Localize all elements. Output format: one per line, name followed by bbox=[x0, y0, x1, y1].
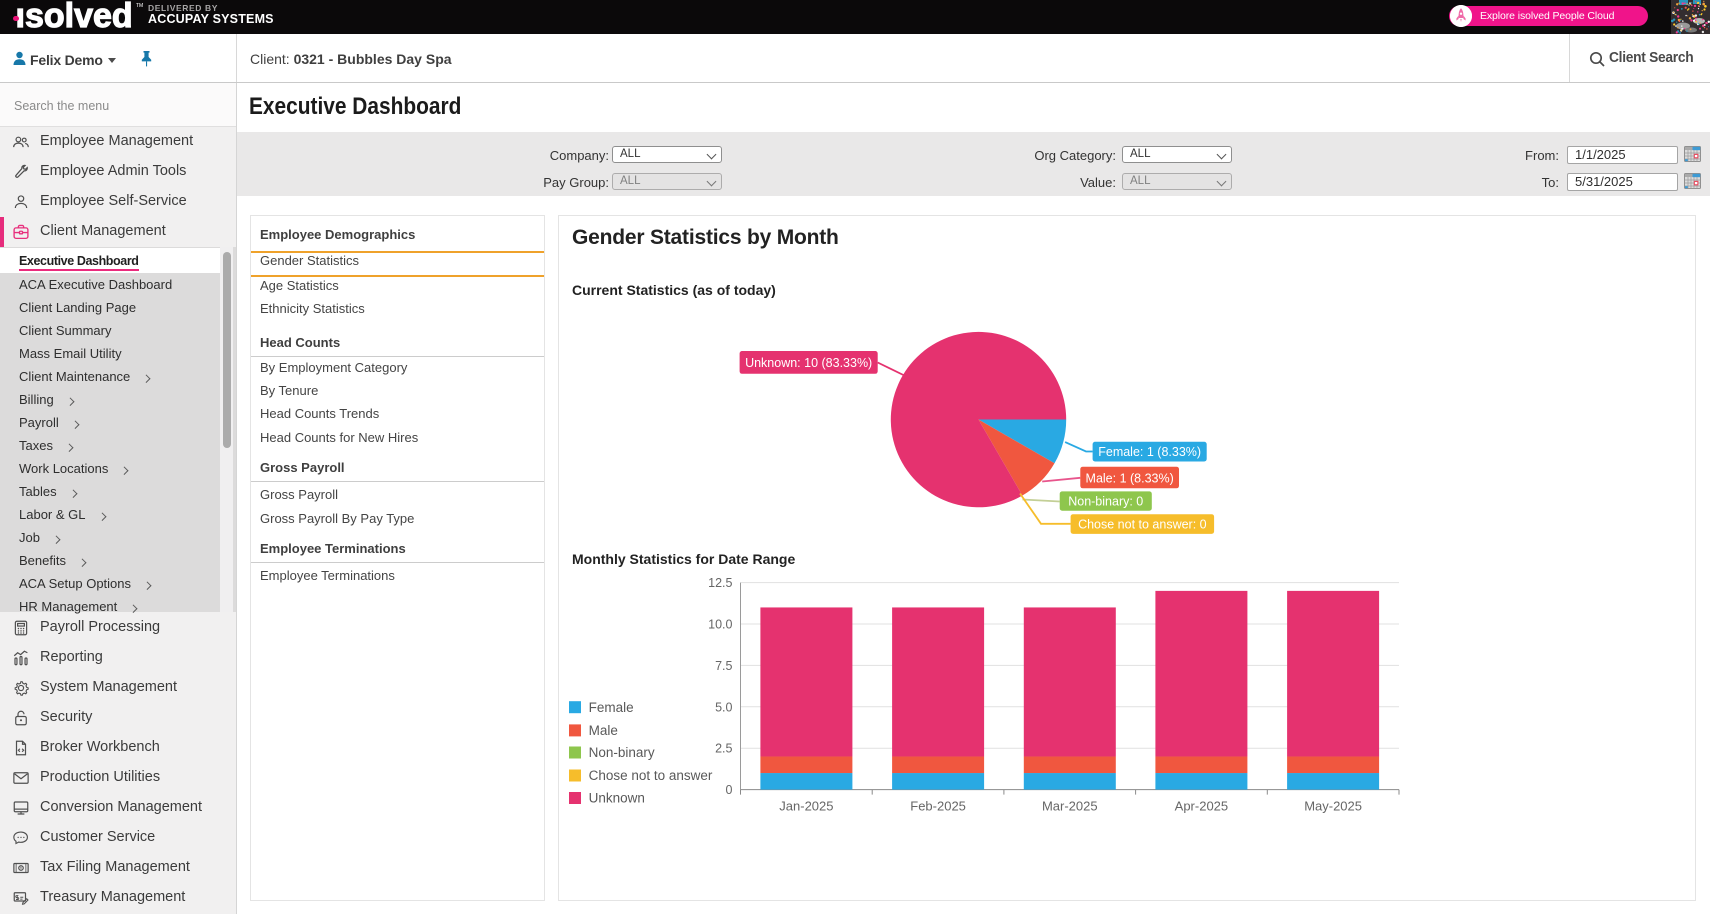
svg-text:Jan-2025: Jan-2025 bbox=[779, 798, 833, 813]
svg-text:12.5: 12.5 bbox=[708, 576, 732, 590]
svg-text:10.0: 10.0 bbox=[708, 617, 732, 631]
svg-text:2.5: 2.5 bbox=[715, 741, 732, 755]
svg-text:Chose not to answer: 0: Chose not to answer: 0 bbox=[1078, 517, 1207, 531]
svg-text:Male: 1 (8.33%): Male: 1 (8.33%) bbox=[1086, 471, 1174, 485]
svg-text:Male: Male bbox=[589, 723, 618, 738]
svg-text:0: 0 bbox=[726, 783, 733, 797]
svg-text:Female: Female bbox=[589, 699, 634, 714]
svg-text:Unknown: Unknown bbox=[589, 790, 645, 805]
svg-text:Chose not to answer: Chose not to answer bbox=[589, 768, 713, 783]
svg-text:Non-binary: 0: Non-binary: 0 bbox=[1068, 494, 1143, 508]
svg-text:5.0: 5.0 bbox=[715, 700, 732, 714]
svg-text:Female: 1 (8.33%): Female: 1 (8.33%) bbox=[1098, 445, 1201, 459]
svg-text:Apr-2025: Apr-2025 bbox=[1175, 798, 1228, 813]
svg-text:Mar-2025: Mar-2025 bbox=[1042, 798, 1098, 813]
svg-text:May-2025: May-2025 bbox=[1304, 798, 1362, 813]
svg-text:Non-binary: Non-binary bbox=[589, 745, 655, 760]
svg-text:7.5: 7.5 bbox=[715, 658, 732, 672]
svg-text:Feb-2025: Feb-2025 bbox=[910, 798, 966, 813]
svg-text:Unknown: 10 (83.33%): Unknown: 10 (83.33%) bbox=[745, 355, 872, 369]
